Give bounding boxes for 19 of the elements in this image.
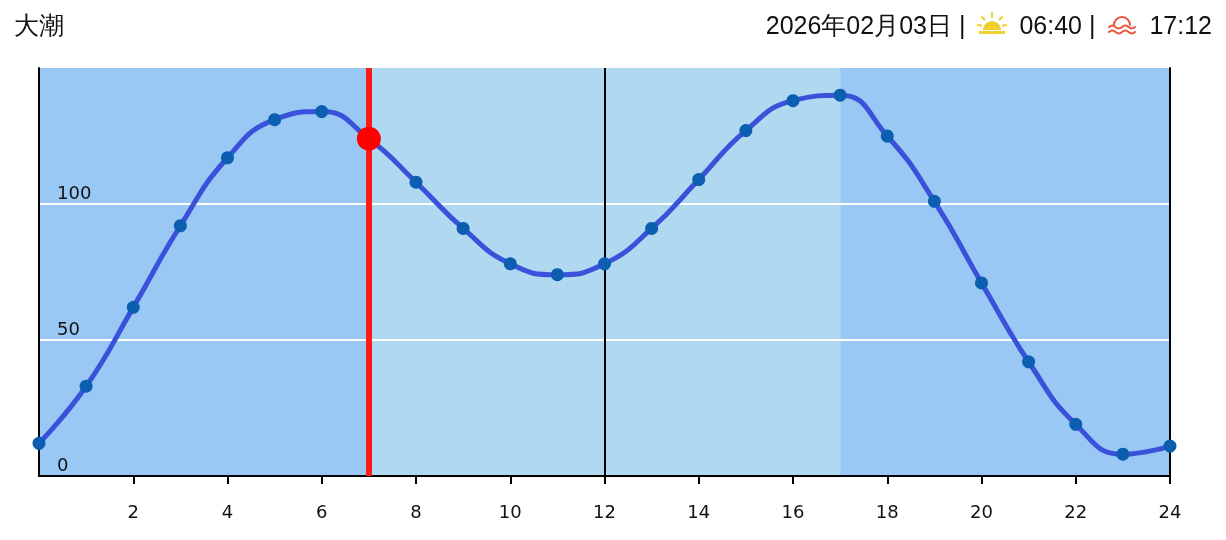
text: 17:12 [1149, 10, 1212, 40]
x-tick-label: 22 [1064, 500, 1088, 522]
x-tick-label: 6 [316, 500, 328, 522]
x-tick-label: 16 [781, 500, 805, 522]
x-tick-label: 24 [1158, 500, 1182, 522]
x-tick-label: 8 [410, 500, 422, 522]
x-tick-label: 14 [687, 500, 711, 522]
x-tick-label: 12 [593, 500, 616, 522]
x-tick-label: 2 [127, 500, 139, 522]
x-tick-label: 10 [498, 500, 522, 522]
chart-subtitle: 2026年02月03日 | [765, 9, 966, 41]
y-tick-label: 0 [57, 453, 69, 475]
chart-title: 大潮 [14, 10, 64, 41]
x-tick-label: 18 [875, 500, 899, 522]
text: 06:40 | [1019, 10, 1096, 40]
x-tick-label: 4 [221, 500, 234, 522]
y-tick-label: 100 [57, 181, 92, 203]
y-tick-label: 50 [57, 317, 80, 339]
x-tick-label: 20 [970, 500, 993, 522]
